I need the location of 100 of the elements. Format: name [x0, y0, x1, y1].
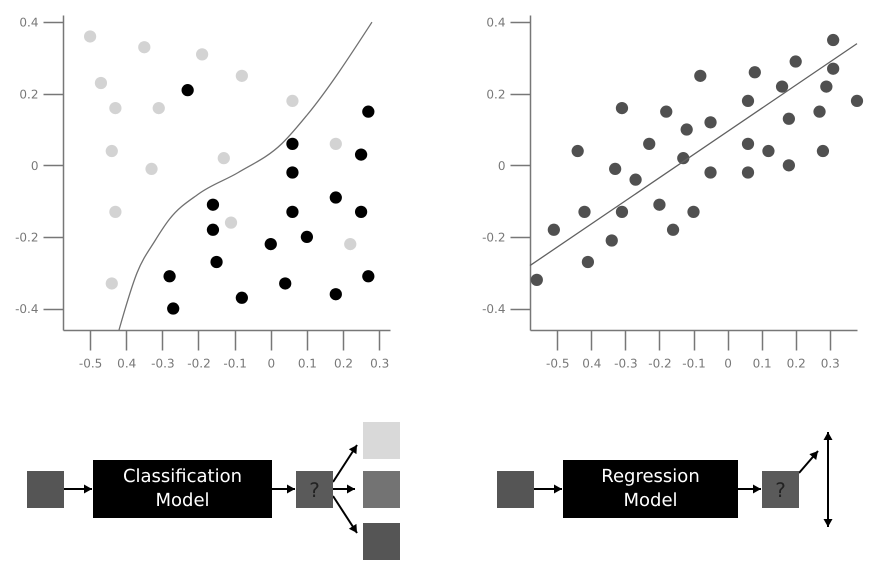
y-tick-label: 0 [30, 158, 38, 173]
point [210, 256, 223, 268]
point [236, 292, 248, 304]
x-tick-label: 0.3 [820, 356, 840, 370]
x-tick-label: 0.2 [334, 356, 354, 370]
point [687, 206, 700, 218]
point [330, 191, 342, 204]
point [109, 102, 122, 114]
x-tick-label: 0.4 [117, 356, 136, 370]
y-tick-label: 0 [498, 158, 506, 173]
y-tick-label: 0.2 [486, 87, 506, 102]
point [609, 162, 622, 176]
x-tick-label: 0.2 [786, 356, 806, 370]
y-tick-label: -0.4 [15, 302, 38, 316]
point [354, 148, 368, 161]
point [704, 116, 717, 128]
point [813, 106, 826, 118]
point [694, 70, 706, 82]
point [742, 94, 754, 108]
point [224, 216, 238, 229]
point [106, 144, 118, 158]
x-tick-label: 0.4 [582, 356, 602, 370]
point [279, 277, 292, 290]
y-tick-label: -0.2 [482, 230, 506, 244]
y-tick-label: -0.2 [15, 230, 38, 244]
point [167, 302, 180, 315]
point [330, 138, 342, 150]
x-tick-label: -0.3 [151, 356, 175, 370]
point [643, 138, 656, 150]
x-tick-label: -0.1 [682, 356, 706, 370]
point [704, 166, 717, 179]
point [816, 144, 830, 158]
x-tick-label: -0.5 [546, 356, 570, 370]
point [572, 144, 584, 158]
point [616, 102, 628, 114]
point [616, 206, 628, 218]
point [660, 106, 672, 118]
x-tick-label: 0.3 [370, 356, 390, 370]
point [286, 138, 299, 150]
point [354, 206, 368, 218]
x-tick-label: 0.1 [298, 356, 317, 370]
point [206, 224, 220, 236]
point [109, 206, 122, 218]
point [827, 34, 840, 46]
point [742, 166, 754, 179]
y-tick-label: 0.2 [19, 87, 38, 102]
x-tick-label: 0.1 [752, 356, 772, 370]
point [582, 256, 594, 268]
point [106, 277, 118, 290]
point [776, 80, 788, 93]
x-tick-label: -0.5 [78, 356, 102, 370]
point [236, 70, 248, 82]
x-tick-label: -0.1 [223, 356, 247, 370]
question-box: ? [296, 471, 333, 508]
point [578, 206, 591, 218]
x-tick-label: 0 [267, 356, 276, 370]
point [530, 274, 543, 286]
point [548, 224, 560, 236]
point [748, 66, 761, 78]
point [300, 230, 314, 244]
point [362, 270, 374, 282]
point [782, 112, 795, 125]
y-tick-label: -0.4 [482, 302, 506, 316]
point [206, 198, 220, 211]
point [782, 159, 795, 172]
point [606, 234, 618, 247]
y-tick-label: 0.4 [19, 16, 38, 30]
point [94, 76, 108, 90]
point [820, 80, 832, 93]
point [850, 94, 864, 108]
point [330, 288, 342, 300]
point [666, 224, 680, 236]
point [827, 62, 840, 75]
x-tick-label: 0 [724, 356, 732, 370]
point [145, 162, 158, 176]
point [196, 48, 208, 60]
point [163, 270, 176, 282]
y-tick-label: 0.4 [486, 16, 506, 30]
point [218, 152, 230, 164]
question-box: ? [762, 471, 799, 508]
point [84, 30, 96, 43]
model-box: Regression Model [563, 460, 738, 518]
x-tick-label: -0.2 [187, 356, 211, 370]
point [152, 102, 165, 114]
x-tick-label: -0.2 [648, 356, 672, 370]
model-box: Classification Model [93, 460, 272, 518]
point [138, 41, 150, 54]
point [286, 166, 299, 179]
point [790, 55, 802, 68]
point [362, 106, 374, 118]
point [264, 238, 277, 250]
x-tick-label: -0.3 [614, 356, 638, 370]
point [762, 144, 775, 158]
point [182, 84, 194, 96]
point [344, 238, 356, 250]
point [653, 198, 666, 211]
point [742, 138, 754, 150]
point [286, 94, 299, 108]
point [629, 174, 642, 186]
point [286, 206, 299, 218]
